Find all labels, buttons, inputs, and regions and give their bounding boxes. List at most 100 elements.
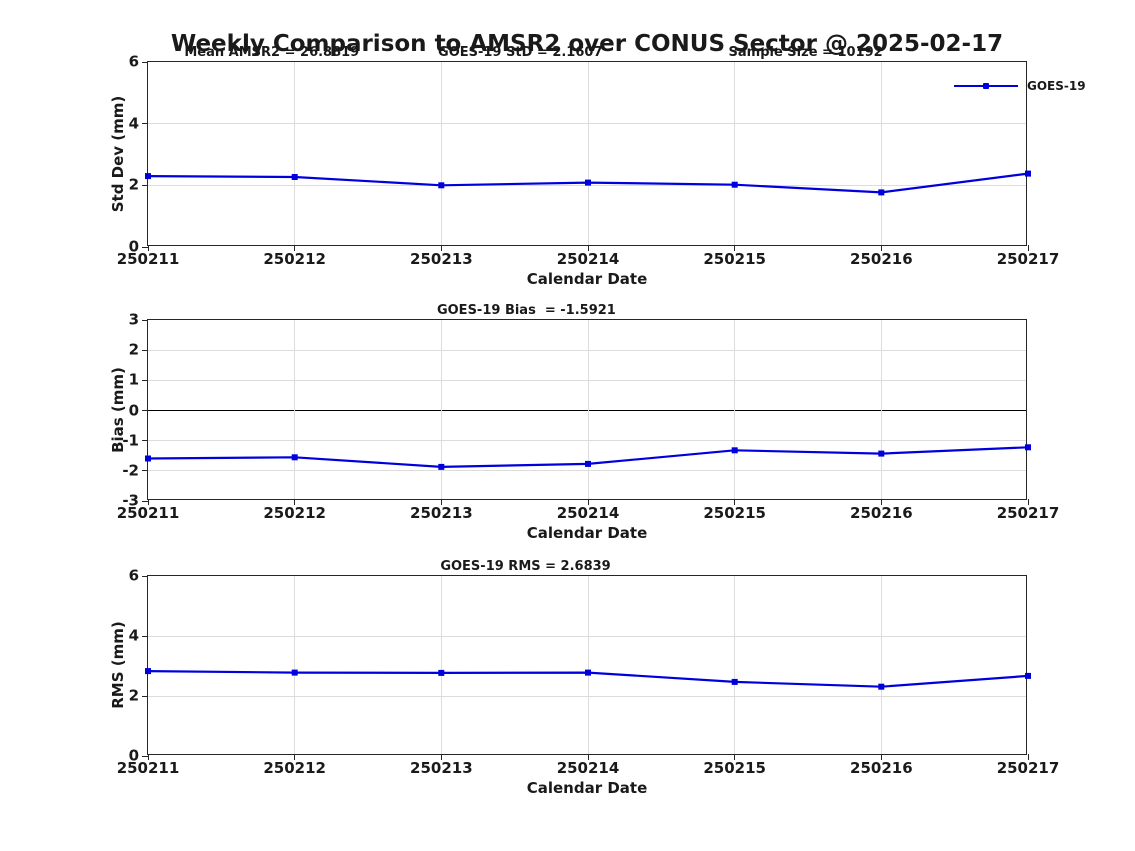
x-tick-label: 250215 [703, 759, 766, 777]
plot-annotation: GOES-19 Bias = -1.5921 [436, 303, 616, 318]
y-tick-label: 0 [128, 401, 139, 419]
x-tick-mark [587, 754, 589, 760]
x-gridline [587, 320, 589, 499]
x-tick-label: 250215 [703, 250, 766, 268]
x-tick-mark [147, 499, 149, 505]
data-point-marker [1025, 170, 1031, 177]
std-dev-y-axis-label: Std Dev (mm) [109, 95, 127, 212]
x-tick-mark [294, 754, 296, 760]
rms-line-series [145, 668, 1031, 690]
x-gridline [587, 576, 589, 754]
y-tick-mark [142, 635, 148, 637]
x-gridline [440, 320, 442, 499]
data-point-marker [145, 173, 151, 180]
y-tick-mark [142, 695, 148, 697]
x-gridline [880, 576, 882, 754]
y-tick-label: 1 [128, 370, 139, 389]
y-tick-label: 3 [128, 310, 139, 329]
x-tick-mark [587, 499, 589, 505]
data-point-marker [438, 463, 445, 470]
data-point-marker [731, 181, 738, 188]
y-gridline [148, 695, 1026, 697]
x-tick-mark [1027, 754, 1029, 760]
x-gridline [440, 576, 442, 754]
y-gridline [148, 470, 1026, 472]
y-gridline [148, 635, 1026, 637]
y-tick-label: 0 [128, 746, 139, 765]
data-point-marker [291, 669, 298, 676]
plot-annotation: GOES-19 StD = 2.1607 [438, 45, 603, 60]
plot-annotation: Mean AMSR2 = 26.8819 [184, 45, 360, 60]
data-point-marker [438, 669, 445, 676]
y-tick-mark [142, 349, 148, 351]
x-tick-label: 250215 [703, 504, 766, 522]
data-point-marker [731, 678, 738, 685]
x-tick-label: 250212 [263, 504, 326, 522]
x-tick-label: 250217 [996, 504, 1060, 522]
x-tick-label: 250213 [410, 504, 473, 522]
y-tick-label: -3 [122, 491, 139, 510]
y-gridline [148, 123, 1026, 125]
y-tick-mark [142, 575, 148, 577]
y-tick-label: 6 [128, 52, 139, 71]
y-tick-label: 2 [128, 175, 139, 194]
data-point-marker [145, 455, 151, 462]
y-tick-mark [142, 184, 148, 186]
y-tick-label: 2 [128, 686, 139, 705]
x-tick-mark [440, 499, 442, 505]
data-point-marker [878, 189, 885, 196]
x-gridline [734, 320, 736, 499]
data-point-marker [731, 447, 738, 454]
x-gridline [294, 320, 296, 499]
rms-y-axis-label: RMS (mm) [109, 621, 127, 709]
x-gridline [294, 62, 296, 245]
x-tick-label: 250214 [556, 759, 620, 777]
y-tick-mark [142, 500, 148, 502]
x-tick-mark [587, 245, 589, 251]
data-point-marker [585, 669, 591, 676]
y-tick-label: -2 [122, 461, 139, 480]
y-tick-mark [142, 379, 148, 381]
std-dev-x-axis-label: Calendar Date [526, 270, 648, 288]
y-tick-mark [142, 410, 148, 411]
x-tick-label: 250217 [996, 250, 1060, 268]
std-dev-line-series [145, 170, 1031, 196]
x-tick-label: 250214 [556, 504, 620, 522]
x-tick-mark [734, 754, 736, 760]
y-tick-label: 4 [128, 626, 139, 645]
data-point-marker [585, 460, 591, 467]
x-gridline [734, 576, 736, 754]
x-tick-mark [294, 245, 296, 251]
data-point-marker [585, 179, 591, 186]
legend: GOES-19 [954, 78, 1086, 94]
y-gridline [148, 440, 1026, 442]
y-gridline [148, 379, 1026, 381]
x-tick-mark [880, 245, 882, 251]
plot-annotation: Sample Size = 10192 [728, 45, 883, 60]
x-tick-label: 250217 [996, 759, 1060, 777]
rms-x-axis-label: Calendar Date [526, 779, 648, 797]
x-gridline [880, 62, 882, 245]
y-gridline [148, 349, 1026, 351]
y-tick-label: 6 [128, 566, 139, 585]
x-tick-label: 250216 [850, 250, 913, 268]
y-tick-label: 2 [128, 340, 139, 359]
x-tick-mark [440, 245, 442, 251]
bias-plot: Bias (mm) GOES-19 Bias = -1.5921 Calenda… [109, 303, 1059, 542]
legend-marker-icon [983, 83, 989, 89]
chart-title: Weekly Comparison to AMSR2 over CONUS Se… [170, 31, 1004, 57]
x-tick-mark [147, 245, 149, 251]
y-tick-label: -1 [122, 431, 139, 450]
data-point-marker [291, 174, 298, 180]
y-tick-mark [142, 440, 148, 442]
x-tick-label: 250213 [410, 250, 473, 268]
bias-line-series [145, 444, 1031, 470]
x-tick-mark [1027, 499, 1029, 505]
x-tick-mark [1027, 245, 1029, 251]
x-tick-label: 250211 [116, 759, 180, 777]
data-point-marker [145, 668, 151, 675]
std-dev-plot: Std Dev (mm) Mean AMSR2 = 26.8819 GOES-19… [109, 45, 1086, 288]
x-gridline [587, 62, 589, 245]
x-tick-label: 250211 [116, 250, 180, 268]
